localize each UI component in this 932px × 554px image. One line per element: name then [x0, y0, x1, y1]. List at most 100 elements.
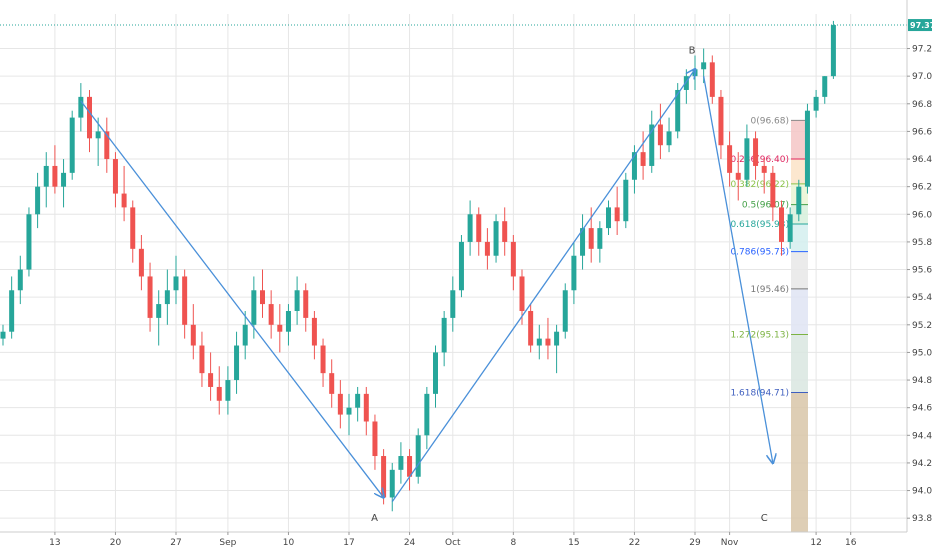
candle-body — [779, 207, 784, 242]
candle-body — [121, 193, 127, 208]
candle-body — [190, 324, 196, 346]
candle-body — [545, 338, 551, 346]
candle-body — [588, 228, 594, 249]
fib-level-label: 0.236(96.40) — [730, 155, 789, 165]
candle-body — [528, 310, 534, 346]
candle-body — [822, 76, 828, 97]
candle-body — [43, 165, 49, 187]
candle-body — [709, 62, 715, 97]
candle-body — [242, 324, 248, 346]
candle-body — [112, 159, 118, 194]
candle-body — [303, 290, 309, 318]
fib-level-label: 1.272(95.13) — [730, 330, 789, 340]
candle-body — [389, 469, 395, 498]
time-tick-label: 17 — [343, 538, 354, 548]
candle-body — [433, 352, 438, 394]
fibonacci-extension[interactable]: 0(96.68) 0.236(96.40) 0.382(96.22) 0.5(96.0… — [730, 116, 808, 532]
price-tick-label: 94.40 — [912, 431, 932, 441]
price-tick-label: 96.40 — [912, 155, 932, 165]
time-tick-label: 24 — [404, 538, 416, 548]
candle-body — [424, 393, 430, 436]
candle-body — [657, 124, 663, 146]
fib-zone — [791, 120, 808, 160]
time-axis[interactable]: 13 20 27 Sep 10 17 24 Oct 8 15 22 29 Nov 12 16 — [0, 531, 907, 548]
candle-body — [173, 276, 179, 291]
price-tick-label: 95.80 — [912, 238, 932, 248]
trend-arrow[interactable] — [391, 69, 695, 502]
price-tick-label: 96.60 — [912, 127, 932, 137]
price-tick-label: 96.00 — [912, 210, 932, 220]
point-label-a: A — [371, 513, 378, 524]
fib-zone — [791, 334, 808, 393]
candle-body — [0, 331, 6, 339]
trend-arrow[interactable] — [703, 76, 773, 463]
fib-level-label: 1(95.46) — [750, 285, 789, 295]
candle-body — [735, 172, 741, 180]
candle-body — [251, 290, 257, 325]
fib-zone — [791, 223, 808, 252]
trend-lines[interactable] — [80, 69, 773, 502]
candle-body — [493, 221, 499, 256]
candle-body — [753, 138, 759, 166]
fib-level-label: 0.5(96.07) — [742, 201, 789, 211]
candle-body — [182, 276, 188, 325]
candle-body — [285, 310, 291, 332]
candle-body — [484, 241, 490, 256]
candle-body — [727, 145, 733, 173]
price-tick-label: 94.60 — [912, 404, 932, 414]
candle-body — [701, 62, 707, 70]
trend-arrow[interactable] — [80, 100, 384, 497]
price-tick-label: 94.00 — [912, 487, 932, 497]
candlestick-series — [0, 20, 907, 512]
candle-body — [830, 25, 836, 77]
price-tick-label: 97.00 — [912, 72, 932, 82]
candle-body — [87, 96, 92, 139]
grid — [0, 14, 907, 532]
candle-body — [61, 172, 67, 187]
time-tick-label: 16 — [845, 538, 857, 548]
last-price-label: 97.37 — [910, 21, 932, 30]
price-tick-label: 95.20 — [912, 321, 932, 331]
time-tick-label: 15 — [568, 538, 579, 548]
candle-body — [519, 276, 525, 311]
candle-body — [234, 345, 240, 381]
candle-body — [216, 386, 222, 401]
time-tick-label: 29 — [689, 538, 701, 548]
candle-body — [649, 124, 655, 166]
fib-zone — [791, 159, 808, 184]
time-tick-label: 27 — [170, 538, 181, 548]
fib-level-label: 1.618(94.71) — [730, 388, 789, 398]
time-tick-label: 22 — [629, 538, 640, 548]
candle-body — [554, 331, 560, 346]
candle-body — [441, 317, 447, 353]
candle-body — [78, 96, 84, 118]
candle-body — [415, 435, 421, 477]
time-tick-label: 13 — [49, 538, 60, 548]
time-tick-label: Oct — [445, 538, 461, 548]
candle-body — [329, 373, 335, 394]
candle-body — [770, 172, 776, 208]
candle-body — [571, 255, 577, 291]
candle-body — [502, 221, 508, 242]
candle-body — [606, 207, 611, 229]
price-tick-label: 94.80 — [912, 376, 932, 386]
candle-body — [156, 304, 162, 318]
price-axis[interactable]: 97.20 97.00 96.80 96.60 96.40 96.20 96.00 95.80… — [906, 0, 932, 532]
time-tick-label: 8 — [510, 538, 516, 548]
candle-body — [69, 117, 75, 173]
fib-level-label: 0(96.68) — [750, 116, 789, 126]
time-tick-label: Nov — [721, 538, 739, 548]
fib-zone — [791, 251, 808, 289]
fib-zone — [791, 288, 808, 335]
candle-body — [407, 456, 413, 477]
candle-body — [675, 89, 681, 132]
candle-body — [718, 96, 724, 146]
fib-level-label: 0.618(95.93) — [730, 220, 789, 230]
candle-body — [363, 393, 369, 422]
time-tick-label: 20 — [110, 538, 122, 548]
price-tick-label: 95.40 — [912, 293, 932, 303]
candle-body — [138, 248, 144, 277]
candle-body — [311, 317, 317, 346]
